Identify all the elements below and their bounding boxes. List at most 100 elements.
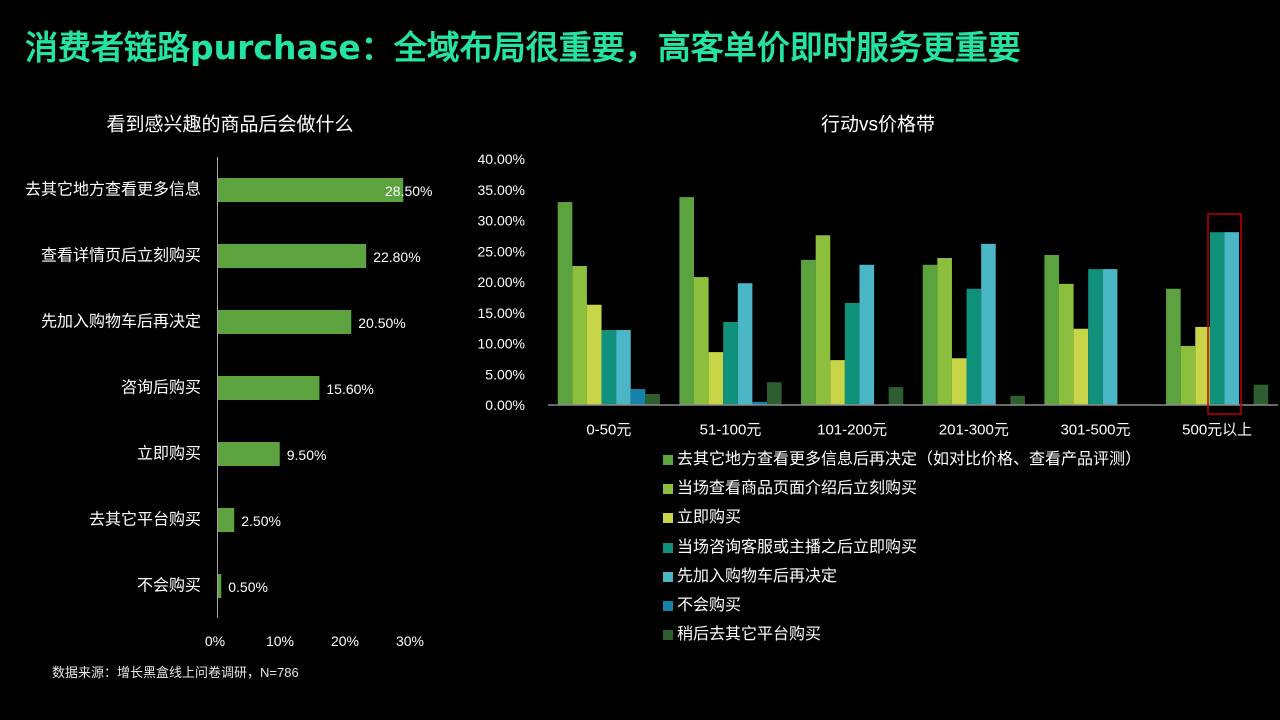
left-chart-title: 看到感兴趣的商品后会做什么	[106, 114, 353, 136]
category-label: 先加入购物车后再决定	[41, 313, 201, 331]
bar	[218, 508, 235, 532]
bar	[1209, 232, 1225, 405]
bar	[708, 352, 724, 405]
x-tick-label: 30%	[396, 633, 424, 649]
category-label: 不会购买	[137, 577, 201, 595]
y-tick-label: 5.00%	[485, 366, 525, 382]
x-tick-label: 20%	[331, 633, 359, 649]
legend-label: 当场咨询客服或主播之后立即购买	[677, 538, 918, 556]
y-tick-label: 30.00%	[478, 213, 525, 229]
bar	[218, 310, 352, 334]
legend-label: 当场查看商品页面介绍后立刻购买	[677, 479, 918, 497]
bar	[1180, 345, 1196, 405]
bar	[1088, 269, 1103, 405]
bar	[572, 266, 587, 405]
category-label: 查看详情页后立刻购买	[41, 247, 201, 265]
bar	[888, 387, 904, 405]
legend-label: 不会购买	[677, 597, 742, 615]
legend-marker	[663, 513, 673, 524]
bar	[737, 283, 753, 405]
bar	[630, 389, 646, 405]
category-label: 去其它平台购买	[89, 511, 201, 529]
legend-label: 先加入购物车后再决定	[677, 567, 838, 585]
legend-item: 先加入购物车后再决定	[660, 562, 1141, 591]
legend-item: 当场咨询客服或主播之后立即购买	[660, 533, 1141, 562]
bar	[679, 197, 694, 405]
legend-marker	[663, 630, 673, 641]
category-label: 301-500元	[1060, 422, 1130, 439]
category-label: 51-100元	[700, 422, 762, 439]
x-tick-label: 0%	[205, 633, 225, 649]
category-label: 201-300元	[939, 422, 1009, 439]
vbar-marks: 0.00% 5.00% 10.00% 15.00% 20.00% 25.00% 30.00%…	[478, 151, 1269, 439]
legend-item: 稍后去其它平台购买	[660, 621, 1141, 650]
bar	[694, 277, 709, 405]
bar	[937, 258, 952, 405]
slide-title: 消费者链路purchase：全域布局很重要，高客单价即时服务更重要	[25, 28, 1021, 67]
bar	[966, 288, 982, 405]
bar	[1059, 283, 1074, 405]
bar	[218, 574, 222, 598]
data-label: 15.60%	[326, 381, 373, 397]
legend-item: 当场查看商品页面介绍后立刻购买	[660, 474, 1141, 503]
y-tick-label: 0.00%	[485, 397, 525, 413]
y-tick-label: 40.00%	[478, 151, 525, 167]
bar	[1010, 395, 1025, 405]
legend-marker	[663, 601, 673, 612]
bar	[218, 244, 367, 268]
data-label: 20.50%	[358, 315, 405, 331]
bar	[801, 259, 816, 405]
bar	[1195, 326, 1210, 405]
source-note: 数据来源：增长黑盒线上问卷调研，N=786	[52, 665, 299, 680]
data-label: 2.50%	[241, 513, 281, 529]
bar	[218, 442, 280, 466]
y-tick-label: 15.00%	[478, 305, 525, 321]
bar	[767, 382, 782, 405]
category-label: 500元以上	[1182, 422, 1252, 439]
right-chart-title: 行动vs价格带	[821, 114, 935, 136]
legend-item: 立即购买	[660, 504, 1141, 533]
y-tick-label: 10.00%	[478, 336, 525, 352]
legend-label: 稍后去其它平台购买	[677, 626, 822, 644]
legend-item: 不会购买	[660, 591, 1141, 620]
bar	[586, 304, 602, 405]
data-label: 22.80%	[373, 249, 420, 265]
highlight-box	[1207, 213, 1242, 415]
bar	[844, 302, 860, 405]
bar	[1166, 288, 1181, 405]
y-tick-label: 20.00%	[478, 274, 525, 290]
legend-marker	[663, 483, 673, 494]
data-label: 9.50%	[287, 447, 327, 463]
legend-label: 去其它地方查看更多信息后再决定（如对比价格、查看产品评测）	[677, 450, 1142, 468]
category-label: 去其它地方查看更多信息	[25, 181, 201, 199]
grouped-bar-chart: 行动vs价格带 0.00% 5.00% 10.00% 15.00% 20.00% 25.0…	[478, 114, 1278, 439]
bar	[557, 202, 573, 405]
category-label: 0-50元	[586, 422, 631, 439]
legend: 去其它地方查看更多信息后再决定（如对比价格、查看产品评测） 当场查看商品页面介绍后…	[660, 445, 1141, 650]
bar	[1253, 384, 1269, 405]
bar	[859, 264, 875, 405]
bar	[752, 401, 767, 405]
bar	[1044, 254, 1059, 405]
hbar-marks: 去其它地方查看更多信息 28.50% 查看详情页后立刻购买 22.80% 先加入购物车后…	[25, 178, 432, 649]
bar	[1102, 269, 1118, 405]
bar	[830, 360, 845, 405]
x-tick-label: 10%	[266, 633, 294, 649]
bar	[616, 329, 631, 405]
bar	[951, 358, 967, 405]
data-label: 28.50%	[385, 183, 432, 199]
bar	[601, 329, 617, 405]
horizontal-bar-chart: 看到感兴趣的商品后会做什么 去其它地方查看更多信息 28.50% 查看详情页后立刻购…	[25, 114, 433, 650]
legend-label: 立即购买	[677, 509, 742, 527]
legend-marker	[663, 454, 673, 465]
legend-marker	[663, 571, 673, 582]
category-label: 101-200元	[817, 422, 887, 439]
bar	[218, 376, 320, 400]
y-tick-label: 25.00%	[478, 243, 525, 259]
bar	[981, 243, 996, 405]
legend-item: 去其它地方查看更多信息后再决定（如对比价格、查看产品评测）	[660, 445, 1141, 474]
bar	[723, 321, 738, 405]
data-label: 0.50%	[228, 579, 268, 595]
bar	[218, 178, 404, 202]
